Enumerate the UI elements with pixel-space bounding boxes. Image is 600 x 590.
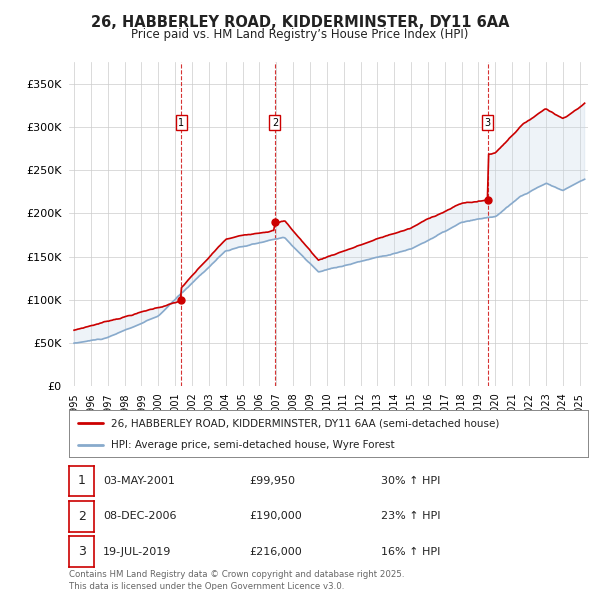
Text: 3: 3 [485,117,491,127]
Text: 26, HABBERLEY ROAD, KIDDERMINSTER, DY11 6AA (semi-detached house): 26, HABBERLEY ROAD, KIDDERMINSTER, DY11 … [110,418,499,428]
Text: HPI: Average price, semi-detached house, Wyre Forest: HPI: Average price, semi-detached house,… [110,441,394,450]
Text: 03-MAY-2001: 03-MAY-2001 [103,476,175,486]
Text: 3: 3 [77,545,86,558]
Text: 23% ↑ HPI: 23% ↑ HPI [381,512,440,521]
Text: 19-JUL-2019: 19-JUL-2019 [103,547,172,556]
Text: £216,000: £216,000 [249,547,302,556]
Text: £99,950: £99,950 [249,476,295,486]
Text: 26, HABBERLEY ROAD, KIDDERMINSTER, DY11 6AA: 26, HABBERLEY ROAD, KIDDERMINSTER, DY11 … [91,15,509,30]
Text: 30% ↑ HPI: 30% ↑ HPI [381,476,440,486]
Text: £190,000: £190,000 [249,512,302,521]
Text: Price paid vs. HM Land Registry’s House Price Index (HPI): Price paid vs. HM Land Registry’s House … [131,28,469,41]
Text: 1: 1 [178,117,184,127]
Text: Contains HM Land Registry data © Crown copyright and database right 2025.
This d: Contains HM Land Registry data © Crown c… [69,570,404,590]
Text: 2: 2 [272,117,278,127]
Text: 1: 1 [77,474,86,487]
Text: 2: 2 [77,510,86,523]
Text: 08-DEC-2006: 08-DEC-2006 [103,512,176,521]
Text: 16% ↑ HPI: 16% ↑ HPI [381,547,440,556]
